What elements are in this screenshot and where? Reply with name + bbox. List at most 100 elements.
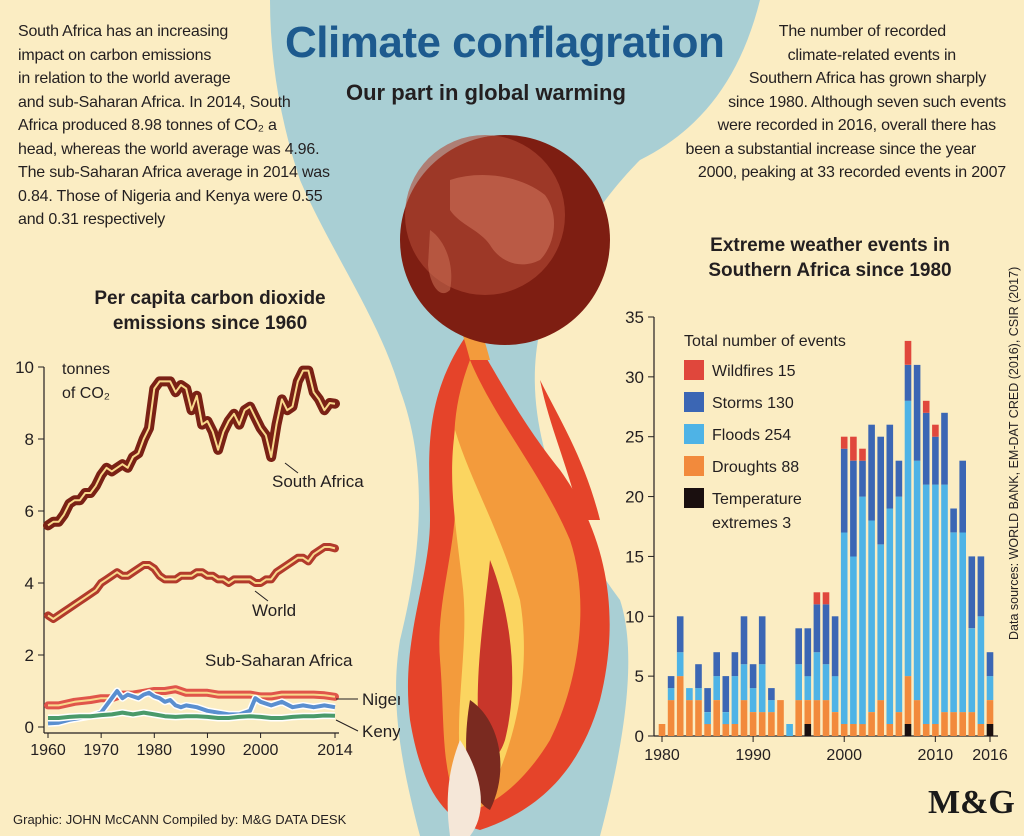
right-chart-title: Extreme weather events in Southern Afric… — [708, 235, 952, 281]
bar-segment — [868, 424, 875, 521]
bar-segment — [986, 724, 994, 736]
bar-segment — [813, 652, 821, 701]
x-tick-label: 1990 — [735, 747, 771, 764]
x-tick-label: 1990 — [190, 742, 226, 759]
bar-segment — [740, 664, 748, 701]
series-label: World — [252, 601, 296, 620]
text-line: The sub-Saharan Africa average in 2014 w… — [18, 164, 330, 181]
bar-segment — [904, 340, 912, 365]
bar-segment — [695, 700, 702, 736]
bar-segment — [950, 508, 957, 533]
label-leader — [254, 590, 269, 602]
bar-segment — [968, 556, 976, 629]
x-tick-label: 1980 — [136, 742, 172, 759]
text-line: 0.84. Those of Nigeria and Kenya were 0.… — [18, 187, 323, 205]
bar-segment — [813, 700, 821, 736]
legend-swatch — [684, 456, 704, 476]
bar-segment — [922, 400, 930, 413]
bar-segment — [795, 664, 802, 701]
bar-segment — [840, 532, 848, 724]
bar-segment — [895, 712, 903, 736]
page-title: Climate conflagration — [285, 18, 725, 67]
bar-segment — [695, 688, 702, 701]
y-tick-label: 0 — [635, 727, 644, 746]
bar-segment — [795, 700, 802, 736]
bar-segment — [758, 664, 766, 713]
world-line — [47, 546, 336, 620]
bar-segment — [713, 700, 720, 736]
bar-segment — [850, 436, 857, 461]
bar-segment — [850, 724, 857, 736]
text-line: 2000, peaking at 33 recorded events in 2… — [697, 164, 1006, 181]
y-tick-label: 10 — [15, 358, 34, 377]
bar-segment — [950, 712, 957, 736]
text-line: were recorded in 2016, overall there has — [717, 117, 997, 134]
page-subtitle: Our part in global warming — [346, 80, 626, 105]
text-line: head, whereas the world average was 4.96… — [18, 140, 320, 158]
bar-segment — [932, 484, 939, 724]
bar-segment — [895, 496, 903, 713]
text-line: impact on carbon emissions — [18, 46, 212, 64]
bar-segment — [813, 592, 821, 605]
bar-segment — [986, 676, 994, 700]
bar-segment — [831, 616, 839, 677]
series-label: South Africa — [272, 472, 364, 491]
bar-segment — [922, 412, 930, 485]
bar-segment — [704, 688, 711, 712]
y-axis-label: tonnes — [62, 361, 110, 378]
text-line: The number of recorded — [778, 23, 946, 40]
bar-segment — [859, 448, 866, 461]
bar-segment — [822, 664, 830, 701]
bar-segment — [986, 652, 994, 677]
x-tick-label: 1980 — [644, 747, 680, 764]
bar-segment — [968, 628, 976, 713]
bar-segment — [959, 712, 966, 736]
bar-segment — [859, 724, 866, 736]
text-line: climate-related events in — [787, 46, 957, 64]
bar-segment — [977, 556, 985, 617]
bar-segment — [840, 724, 848, 736]
y-tick-label: 10 — [625, 607, 644, 626]
bar-segment — [722, 724, 730, 736]
bar-segment — [695, 664, 702, 689]
brand-logo: M&G — [928, 784, 1015, 821]
label-leader — [335, 719, 359, 732]
legend-title: Total number of events — [684, 333, 846, 350]
sub-saharan-africa-line — [48, 688, 336, 707]
bar-segment — [722, 676, 730, 712]
bar-segment — [886, 424, 894, 509]
bar-segment — [740, 616, 748, 665]
y-tick-label: 8 — [25, 430, 34, 449]
text-line: since 1980. Although seven such events — [728, 93, 1006, 111]
weather-bar-chart: 0 5 10 15 20 25 30 35 1980 1990 2000 2010 2016 Total … — [625, 308, 1008, 764]
legend-label: Wildfires 15 — [712, 363, 796, 380]
y-tick-label: 15 — [625, 547, 644, 566]
bar-segment — [686, 688, 693, 701]
bar-segment — [877, 436, 884, 545]
emissions-line-chart: 0 2 4 6 8 10 1960 1970 1980 1990 2000 2014 tonnes of … — [15, 358, 400, 759]
data-sources: Data sources: WORLD BANK, EM-DAT CRED (2… — [1007, 266, 1021, 640]
y-tick-label: 5 — [635, 667, 644, 686]
text-line: Africa produced 8.98 tonnes of CO₂ a — [18, 117, 277, 134]
bar-segment — [840, 448, 848, 533]
bar-segment — [722, 712, 730, 725]
legend-label: Droughts 88 — [712, 459, 799, 476]
bar-segment — [786, 724, 793, 736]
bar-segment — [804, 676, 812, 700]
bar-segment — [758, 712, 766, 736]
bar-segment — [822, 604, 830, 665]
intro-text-left: South Africa has an increasing impact on… — [18, 20, 388, 232]
bar-segment — [731, 724, 739, 736]
bar-segment — [731, 652, 739, 677]
bar-segment — [667, 676, 675, 689]
bar-segment — [977, 724, 985, 736]
bar-segment — [986, 700, 994, 724]
bar-segment — [950, 532, 957, 713]
x-tick-label: 2000 — [826, 747, 862, 764]
x-tick-label: 2000 — [243, 742, 279, 759]
intro-text-right: The number of recorded climate-related e… — [626, 20, 1007, 185]
y-tick-label: 2 — [25, 646, 34, 665]
series-label: Nigeria — [362, 690, 400, 709]
y-tick-label: 0 — [25, 718, 34, 737]
bar-segment — [895, 460, 903, 497]
